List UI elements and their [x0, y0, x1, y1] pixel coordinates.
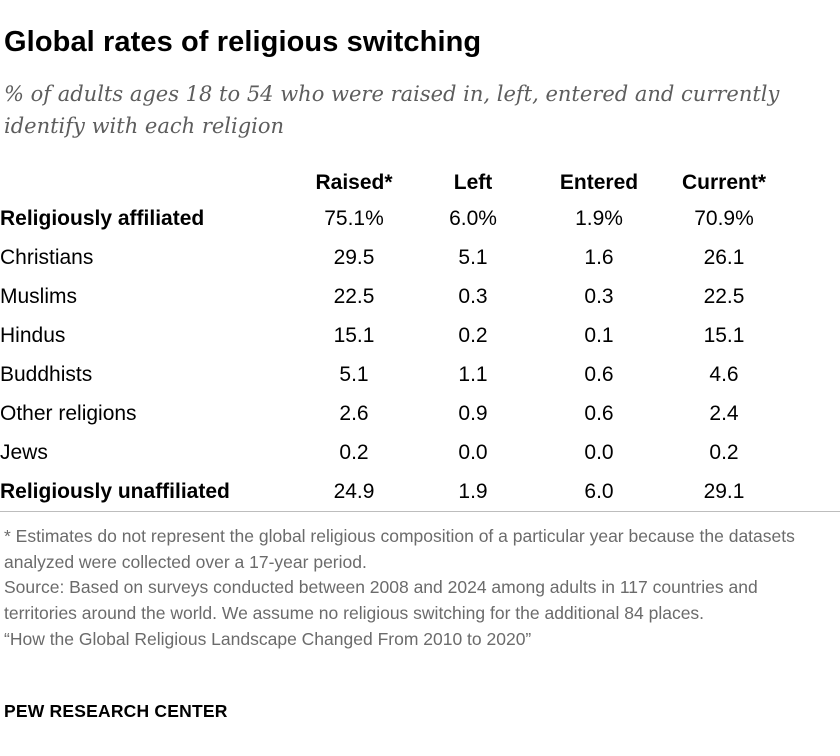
cell-entered: 0.3: [584, 285, 614, 309]
table-header-row: Raised* Left Entered Current*: [0, 166, 784, 200]
cell-left: 1.1: [458, 363, 488, 386]
cell-left: 5.1: [458, 246, 488, 270]
source-note: Source: Based on surveys conducted betwe…: [4, 577, 758, 624]
cell-current: 0.2: [709, 440, 739, 464]
cell-raised: 24.9: [333, 479, 375, 503]
row-label: Christians: [0, 246, 94, 270]
table-row: Religiously unaffiliated 24.9 1.9 6.0 29…: [0, 472, 784, 511]
cell-left: 0.9: [458, 401, 488, 425]
cell-left: 0.2: [458, 324, 488, 348]
cell-current: 15.1: [703, 324, 745, 348]
switching-table: Raised* Left Entered Current* Religiousl…: [0, 166, 784, 511]
cell-left: 6.0%: [449, 207, 497, 231]
footnote: * Estimates do not represent the global …: [4, 526, 795, 572]
header-current: Current*: [681, 171, 766, 194]
row-label: Other religions: [0, 401, 137, 425]
cell-entered: 0.1: [584, 324, 614, 348]
cell-raised: 5.1: [339, 363, 369, 386]
cell-entered: 1.6: [584, 246, 614, 270]
cell-raised: 29.5: [333, 246, 375, 270]
header-raised: Raised*: [315, 171, 393, 194]
cell-left: 0.0: [458, 440, 488, 464]
cell-raised: 15.1: [333, 324, 375, 348]
row-label: Jews: [0, 440, 48, 464]
brand-logo-text: PEW RESEARCH CENTER: [4, 701, 228, 721]
cell-current: 2.4: [709, 401, 739, 425]
chart-subtitle: % of adults ages 18 to 54 who were raise…: [4, 82, 780, 138]
cell-current: 26.1: [703, 246, 745, 270]
report-title: “How the Global Religious Landscape Chan…: [4, 628, 532, 649]
header-entered: Entered: [559, 171, 639, 194]
header-left: Left: [453, 171, 493, 194]
cell-entered: 1.9%: [575, 207, 623, 231]
row-label: Muslims: [0, 285, 77, 309]
cell-raised: 22.5: [333, 285, 375, 309]
cell-entered: 0.6: [584, 401, 614, 425]
table-row: Religiously affiliated 75.1% 6.0% 1.9% 7…: [0, 200, 784, 239]
cell-left: 1.9: [458, 479, 488, 503]
cell-entered: 6.0: [584, 479, 614, 503]
row-label: Hindus: [0, 324, 66, 348]
cell-current: 29.1: [703, 479, 745, 503]
cell-raised: 75.1%: [324, 207, 384, 231]
table-row: Christians 29.5 5.1 1.6 26.1: [0, 239, 784, 278]
chart-title: Global rates of religious switching: [4, 26, 482, 58]
divider: [0, 511, 840, 512]
cell-current: 4.6: [709, 363, 739, 386]
cell-raised: 0.2: [339, 440, 369, 464]
row-label: Buddhists: [0, 363, 93, 386]
cell-raised: 2.6: [339, 401, 369, 425]
row-label: Religiously unaffiliated: [0, 479, 230, 503]
cell-entered: 0.6: [584, 363, 614, 386]
cell-current: 22.5: [703, 285, 745, 309]
cell-current: 70.9%: [694, 207, 754, 231]
table-row: Jews 0.2 0.0 0.0 0.2: [0, 433, 784, 472]
notes-block: * Estimates do not represent the global …: [4, 524, 824, 653]
table-row: Hindus 15.1 0.2 0.1 15.1: [0, 317, 784, 356]
cell-entered: 0.0: [584, 440, 614, 464]
row-label: Religiously affiliated: [0, 207, 205, 231]
table-row: Buddhists 5.1 1.1 0.6 4.6: [0, 356, 784, 395]
header-label-blank: [0, 166, 296, 200]
table-row: Other religions 2.6 0.9 0.6 2.4: [0, 394, 784, 433]
cell-left: 0.3: [458, 285, 488, 309]
table-row: Muslims 22.5 0.3 0.3 22.5: [0, 278, 784, 317]
